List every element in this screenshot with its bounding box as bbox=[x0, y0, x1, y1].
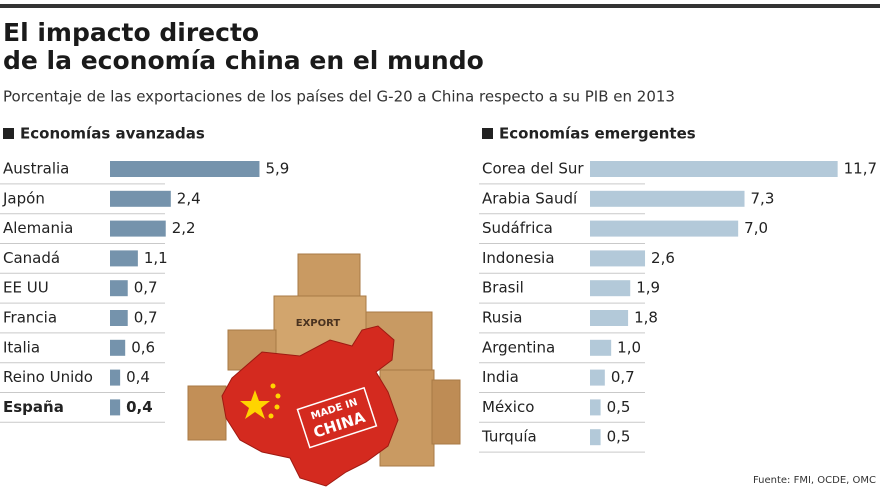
category-label: Reino Unido bbox=[3, 368, 93, 386]
box bbox=[187, 385, 227, 441]
category-label: Francia bbox=[3, 309, 57, 327]
value-label: 0,7 bbox=[134, 279, 158, 297]
section-title: Economías avanzadas bbox=[20, 125, 205, 143]
source: Fuente: FMI, OCDE, OMC bbox=[753, 475, 876, 486]
bar bbox=[110, 399, 121, 416]
value-label: 7,3 bbox=[751, 189, 775, 207]
section-title: Economías emergentes bbox=[499, 125, 696, 143]
bar bbox=[590, 161, 838, 177]
illustration: EXPORT MADE IN CHINA bbox=[187, 253, 461, 487]
top-rule bbox=[0, 4, 880, 8]
bar bbox=[590, 369, 605, 386]
category-label: Brasil bbox=[482, 279, 524, 297]
flag-star bbox=[268, 413, 274, 419]
value-label: 0,6 bbox=[131, 338, 155, 356]
value-label: 1,9 bbox=[636, 279, 660, 297]
title-line: El impacto directo bbox=[3, 18, 259, 47]
value-label: 1,8 bbox=[634, 309, 658, 327]
value-label: 1,1 bbox=[144, 249, 168, 267]
subtitle: Porcentaje de las exportaciones de los p… bbox=[3, 88, 675, 106]
value-label: 0,4 bbox=[126, 398, 153, 416]
category-label: Italia bbox=[3, 338, 40, 356]
bar bbox=[590, 250, 646, 267]
bar bbox=[110, 220, 166, 237]
bar bbox=[590, 190, 745, 207]
category-label: Argentina bbox=[482, 338, 555, 356]
category-label: Arabia Saudí bbox=[482, 189, 578, 207]
value-label: 11,7 bbox=[844, 160, 877, 178]
category-label: Indonesia bbox=[482, 249, 555, 267]
category-label: Sudáfrica bbox=[482, 219, 553, 237]
stamp-frame bbox=[296, 386, 378, 449]
bar bbox=[590, 399, 601, 416]
box bbox=[297, 253, 361, 299]
value-label: 0,7 bbox=[134, 309, 158, 327]
value-label: 2,2 bbox=[172, 219, 196, 237]
bar bbox=[110, 250, 138, 267]
section-marker bbox=[3, 128, 14, 139]
value-label: 0,5 bbox=[607, 428, 631, 446]
value-label: 1,0 bbox=[617, 338, 641, 356]
bar bbox=[110, 190, 171, 207]
bar bbox=[590, 310, 629, 326]
bar bbox=[110, 369, 121, 386]
category-label: Alemania bbox=[3, 219, 73, 237]
category-label: Japón bbox=[2, 189, 45, 207]
box bbox=[431, 379, 461, 445]
box-label: EXPORT bbox=[296, 318, 341, 329]
bar bbox=[590, 220, 739, 237]
flag-star bbox=[275, 393, 281, 399]
category-label: Australia bbox=[3, 160, 69, 178]
value-label: 2,6 bbox=[651, 249, 675, 267]
value-label: 0,4 bbox=[126, 368, 150, 386]
value-label: 5,9 bbox=[265, 160, 289, 178]
bar bbox=[590, 339, 612, 356]
value-label: 0,7 bbox=[611, 368, 635, 386]
category-label: Canadá bbox=[3, 249, 60, 267]
value-label: 2,4 bbox=[177, 189, 201, 207]
bar bbox=[590, 280, 631, 297]
value-label: 7,0 bbox=[744, 219, 768, 237]
bar bbox=[110, 339, 126, 356]
category-label: India bbox=[482, 368, 519, 386]
bar bbox=[110, 161, 260, 177]
bar bbox=[110, 310, 128, 326]
category-label: Rusia bbox=[482, 309, 522, 327]
category-label: EE UU bbox=[3, 279, 49, 297]
flag-star bbox=[274, 404, 280, 410]
flag-star bbox=[270, 383, 276, 389]
category-label: Corea del Sur bbox=[482, 160, 584, 178]
category-label: México bbox=[482, 398, 534, 416]
category-label: España bbox=[3, 398, 64, 416]
bar bbox=[110, 280, 128, 297]
section-marker bbox=[482, 128, 493, 139]
bar bbox=[590, 429, 601, 446]
title-line: de la economía china en el mundo bbox=[3, 46, 484, 75]
value-label: 0,5 bbox=[607, 398, 631, 416]
flag-star bbox=[240, 390, 270, 419]
category-label: Turquía bbox=[481, 428, 537, 446]
